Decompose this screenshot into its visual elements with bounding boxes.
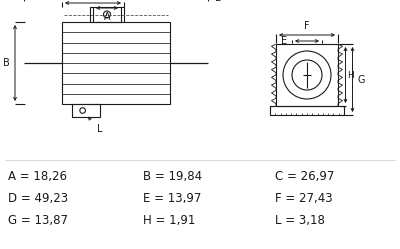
Text: L: L <box>97 124 102 133</box>
Text: B: B <box>3 58 10 68</box>
Bar <box>90 7 124 22</box>
Text: B = 19,84: B = 19,84 <box>143 170 202 183</box>
Text: D = 49,23: D = 49,23 <box>8 192 68 205</box>
Text: F = 27,43: F = 27,43 <box>275 192 333 205</box>
Text: D: D <box>215 0 223 3</box>
Text: H = 1,91: H = 1,91 <box>143 214 195 227</box>
Text: E = 13,97: E = 13,97 <box>143 192 201 205</box>
Bar <box>270 106 344 115</box>
Bar <box>62 22 170 104</box>
Text: E: E <box>281 36 287 46</box>
Text: L = 3,18: L = 3,18 <box>275 214 325 227</box>
Bar <box>72 104 100 117</box>
Text: G = 13,87: G = 13,87 <box>8 214 68 227</box>
Text: F: F <box>304 21 310 31</box>
Text: C = 26,97: C = 26,97 <box>275 170 334 183</box>
Text: A = 18,26: A = 18,26 <box>8 170 67 183</box>
Text: A: A <box>104 12 110 22</box>
Bar <box>276 44 338 106</box>
Text: H: H <box>348 70 354 79</box>
Text: G: G <box>358 74 365 84</box>
